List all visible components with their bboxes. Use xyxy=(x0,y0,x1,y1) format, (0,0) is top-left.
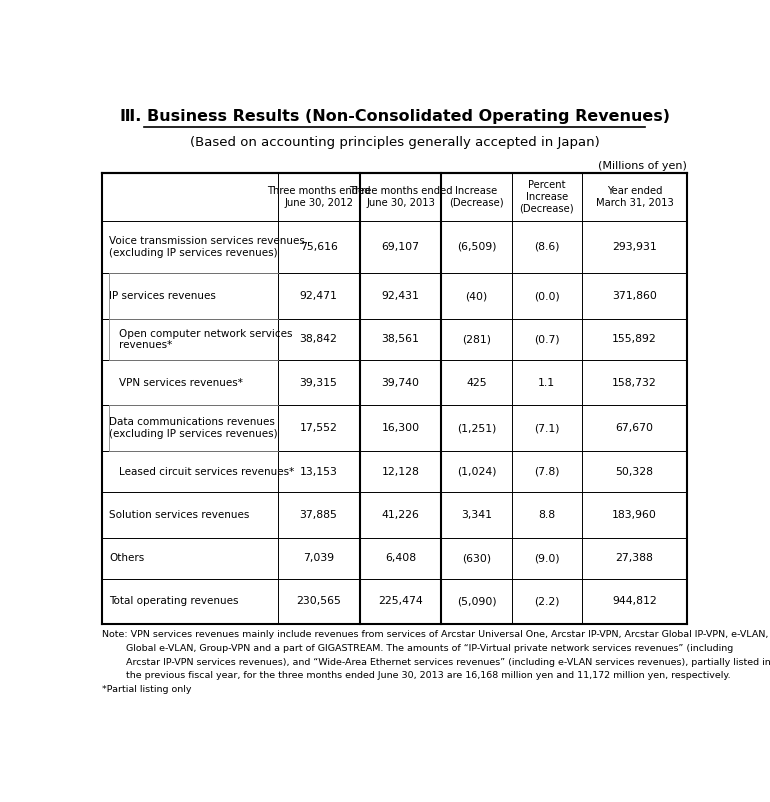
Text: 41,226: 41,226 xyxy=(382,510,420,520)
Text: (1,251): (1,251) xyxy=(457,423,496,433)
Text: 12,128: 12,128 xyxy=(382,467,420,476)
Text: 7,039: 7,039 xyxy=(303,553,334,563)
Text: 293,931: 293,931 xyxy=(612,242,657,252)
Text: (630): (630) xyxy=(462,553,491,563)
Text: (0.7): (0.7) xyxy=(534,334,560,344)
Text: Arcstar IP-VPN services revenues), and “Wide-Area Ethernet services revenues” (i: Arcstar IP-VPN services revenues), and “… xyxy=(102,658,770,666)
Text: (281): (281) xyxy=(462,334,491,344)
Text: 38,561: 38,561 xyxy=(382,334,420,344)
Text: 425: 425 xyxy=(466,378,487,387)
Text: Total operating revenues: Total operating revenues xyxy=(109,597,239,606)
Text: (6,509): (6,509) xyxy=(457,242,496,252)
Text: Three months ended
June 30, 2012: Three months ended June 30, 2012 xyxy=(266,186,370,208)
Text: 155,892: 155,892 xyxy=(612,334,657,344)
Text: 944,812: 944,812 xyxy=(612,597,657,606)
Text: 27,388: 27,388 xyxy=(615,553,653,563)
Text: Increase
(Decrease): Increase (Decrease) xyxy=(449,186,504,208)
Text: 8.8: 8.8 xyxy=(538,510,555,520)
Text: 39,315: 39,315 xyxy=(300,378,337,387)
Text: 39,740: 39,740 xyxy=(381,378,420,387)
Text: (0.0): (0.0) xyxy=(534,291,560,301)
Text: 17,552: 17,552 xyxy=(300,423,337,433)
Text: Voice transmission services revenues
(excluding IP services revenues): Voice transmission services revenues (ex… xyxy=(109,237,305,257)
Text: 92,431: 92,431 xyxy=(382,291,420,301)
Text: Open computer network services
revenues*: Open computer network services revenues* xyxy=(119,329,293,350)
Text: (2.2): (2.2) xyxy=(534,597,560,606)
Text: 16,300: 16,300 xyxy=(381,423,420,433)
Text: Ⅲ. Business Results (Non-Consolidated Operating Revenues): Ⅲ. Business Results (Non-Consolidated Op… xyxy=(119,108,670,124)
Text: 6,408: 6,408 xyxy=(385,553,416,563)
Text: (5,090): (5,090) xyxy=(457,597,497,606)
Text: Others: Others xyxy=(109,553,145,563)
Text: (9.0): (9.0) xyxy=(534,553,560,563)
Text: (40): (40) xyxy=(465,291,487,301)
Text: Data communications revenues
(excluding IP services revenues): Data communications revenues (excluding … xyxy=(109,418,278,439)
Text: 67,670: 67,670 xyxy=(615,423,654,433)
Text: 1.1: 1.1 xyxy=(538,378,555,387)
Text: 37,885: 37,885 xyxy=(300,510,337,520)
Text: Leased circuit services revenues*: Leased circuit services revenues* xyxy=(119,467,294,476)
Text: VPN services revenues*: VPN services revenues* xyxy=(119,378,243,387)
Text: 225,474: 225,474 xyxy=(378,597,423,606)
Text: (7.8): (7.8) xyxy=(534,467,560,476)
Text: Three months ended
June 30, 2013: Three months ended June 30, 2013 xyxy=(349,186,452,208)
Text: *Partial listing only: *Partial listing only xyxy=(102,685,192,694)
Text: (1,024): (1,024) xyxy=(457,467,496,476)
Text: 50,328: 50,328 xyxy=(615,467,654,476)
Text: (Based on accounting principles generally accepted in Japan): (Based on accounting principles generall… xyxy=(189,136,600,149)
Text: 75,616: 75,616 xyxy=(300,242,337,252)
Text: Solution services revenues: Solution services revenues xyxy=(109,510,249,520)
Text: Year ended
March 31, 2013: Year ended March 31, 2013 xyxy=(595,186,673,208)
Text: 158,732: 158,732 xyxy=(612,378,657,387)
Text: 3,341: 3,341 xyxy=(461,510,492,520)
Text: (8.6): (8.6) xyxy=(534,242,560,252)
Text: Global e-VLAN, Group-VPN and a part of GIGASTREAM. The amounts of “IP-Virtual pr: Global e-VLAN, Group-VPN and a part of G… xyxy=(102,644,734,653)
Text: 38,842: 38,842 xyxy=(300,334,337,344)
Text: 371,860: 371,860 xyxy=(612,291,657,301)
Text: IP services revenues: IP services revenues xyxy=(109,291,216,301)
Text: the previous fiscal year, for the three months ended June 30, 2013 are 16,168 mi: the previous fiscal year, for the three … xyxy=(102,671,731,680)
Text: 92,471: 92,471 xyxy=(300,291,337,301)
Text: 183,960: 183,960 xyxy=(612,510,657,520)
Text: 230,565: 230,565 xyxy=(296,597,341,606)
Text: 69,107: 69,107 xyxy=(381,242,420,252)
Text: Note: VPN services revenues mainly include revenues from services of Arcstar Uni: Note: VPN services revenues mainly inclu… xyxy=(102,630,768,639)
Text: 13,153: 13,153 xyxy=(300,467,337,476)
Text: Percent
Increase
(Decrease): Percent Increase (Decrease) xyxy=(519,180,574,213)
Text: (Millions of yen): (Millions of yen) xyxy=(598,161,687,171)
Text: (7.1): (7.1) xyxy=(534,423,560,433)
